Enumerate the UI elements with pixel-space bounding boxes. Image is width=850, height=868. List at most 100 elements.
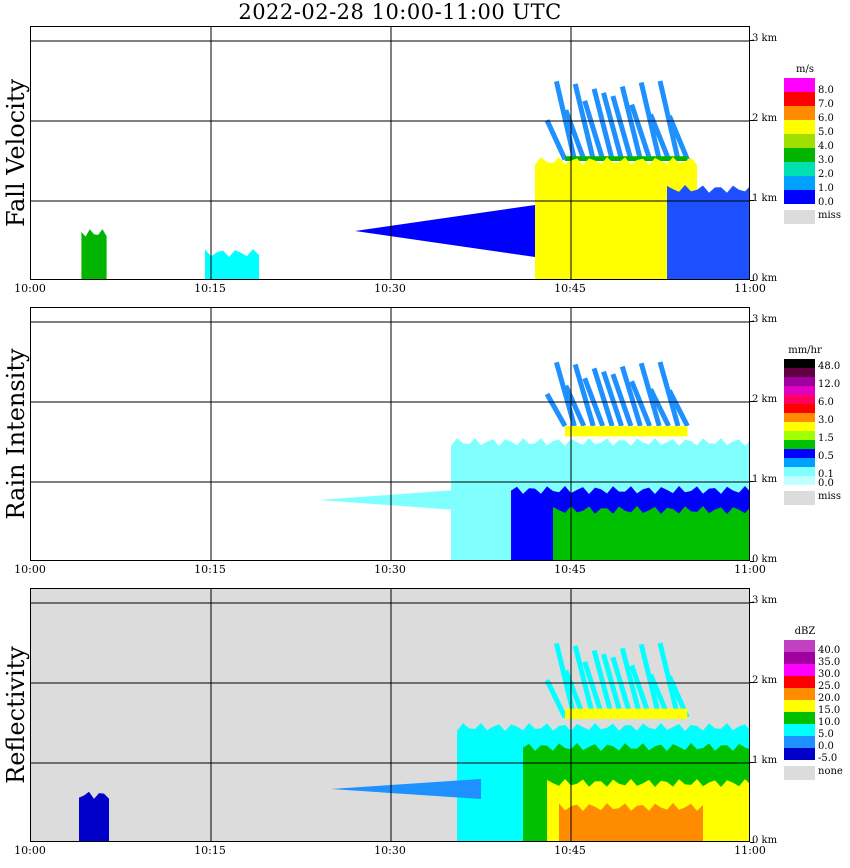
legend-value: 25.0 (818, 681, 841, 692)
legend-swatch (784, 724, 815, 736)
legend-swatch (784, 467, 815, 476)
x-tick-label: 10:45 (554, 563, 586, 576)
legend-swatch (784, 377, 815, 386)
legend-swatch (784, 92, 815, 106)
y-tick-mark (750, 401, 754, 402)
plot-area (30, 588, 750, 842)
legend-swatch (784, 422, 815, 431)
y-tick-label: 0 km (752, 273, 778, 284)
y-tick-mark (750, 120, 754, 121)
y-tick-mark (750, 200, 754, 201)
legend-value: 10.0 (818, 717, 841, 728)
legend-swatch (784, 476, 815, 485)
echo-feature-wedge (319, 486, 511, 514)
echo-feature-streaks (544, 80, 690, 161)
x-tick-label: 10:15 (194, 844, 226, 857)
fall-streak (572, 363, 596, 427)
x-tick-label: 10:00 (14, 844, 46, 857)
plot-area (30, 307, 750, 561)
legend-value: 48.0 (818, 361, 841, 372)
fall-streak (610, 656, 634, 719)
y-tick-mark (750, 280, 754, 281)
echo-feature-column (559, 803, 703, 841)
y-tick-mark (750, 481, 754, 482)
legend-value: 1.0 (818, 183, 834, 194)
legend-swatch (784, 368, 815, 377)
legend-swatch (784, 359, 815, 368)
legend-value: 20.0 (818, 693, 841, 704)
legend-unit: dBZ (794, 626, 816, 637)
x-tick-label: 10:00 (14, 282, 46, 295)
legend-value: 3.0 (818, 415, 834, 426)
echo-feature-wedge (331, 779, 481, 799)
legend-value: 0.0 (818, 478, 834, 489)
legend-swatch (784, 676, 815, 688)
legend-swatch (784, 395, 815, 404)
fall-streak (610, 95, 634, 161)
x-tick-label: 10:15 (194, 282, 226, 295)
echo-feature-wedge (355, 205, 535, 257)
legend-swatch (784, 176, 815, 190)
fall-streak (648, 113, 671, 161)
legend-swatch (784, 190, 815, 204)
y-axis-label: Fall Velocity (2, 78, 30, 228)
chart-title: 2022-02-28 10:00-11:00 UTC (238, 0, 562, 24)
x-tick-label: 10:45 (554, 844, 586, 857)
fall-streak (667, 114, 690, 161)
legend-missing-swatch (784, 766, 815, 780)
echo-feature-patch (81, 229, 107, 279)
legend-swatch (784, 688, 815, 700)
fall-streak (601, 92, 624, 161)
fall-streak (619, 85, 643, 160)
fall-streak (582, 100, 606, 161)
y-tick-mark (750, 321, 754, 322)
y-tick-label: 2 km (752, 113, 778, 124)
legend-swatch (784, 712, 815, 724)
fall-streak (563, 109, 587, 161)
legend-swatch (784, 386, 815, 395)
y-tick-label: 3 km (752, 33, 778, 44)
legend-swatch (784, 664, 815, 676)
legend-swatch (784, 748, 815, 760)
legend-value: 15.0 (818, 705, 841, 716)
heatmap-svg (31, 27, 749, 279)
grid-lines (31, 589, 749, 841)
y-axis-label: Rain Intensity (2, 348, 30, 520)
legend-value: 6.0 (818, 397, 834, 408)
y-tick-label: 1 km (752, 193, 778, 204)
fall-streak (544, 119, 568, 161)
fall-streak (667, 389, 690, 428)
y-tick-label: 0 km (752, 554, 778, 565)
x-tick-label: 11:00 (734, 282, 766, 295)
legend-missing-swatch (784, 491, 815, 505)
rain-intensity-panel: Rain Intensity 10:00 10:15 10:30 10:45 11:00 0… (0, 305, 850, 587)
legend-value: 6.0 (818, 113, 834, 124)
reflectivity-panel: Reflectivity 10:00 10:15 10:30 10:45 11:00 0 k… (0, 586, 850, 868)
legend-swatch (784, 134, 815, 148)
legend-missing-swatch (784, 210, 815, 224)
legend-swatch (784, 431, 815, 440)
y-tick-mark (750, 842, 754, 843)
legend-swatch (784, 120, 815, 134)
legend-value: 1.5 (818, 433, 834, 444)
fall-streak (563, 384, 587, 428)
legend-unit: mm/hr (788, 345, 822, 356)
y-tick-label: 0 km (752, 835, 778, 846)
x-tick-label: 10:30 (374, 282, 406, 295)
fall-streak (648, 388, 671, 428)
legend-value: 0.5 (818, 451, 834, 462)
fall-streak (591, 367, 615, 427)
x-tick-label: 10:30 (374, 563, 406, 576)
echo-feature-column (535, 157, 697, 279)
echo-feature-band (565, 426, 688, 437)
x-tick-label: 10:30 (374, 844, 406, 857)
x-tick-label: 11:00 (734, 844, 766, 857)
echo-feature-streaks (544, 361, 690, 428)
fall-streak (544, 679, 568, 719)
plot-area (30, 26, 750, 280)
legend-unit: m/s (796, 64, 814, 75)
heatmap-svg (31, 308, 749, 560)
legend-swatch (784, 148, 815, 162)
legend-swatch (784, 640, 815, 652)
y-tick-label: 1 km (752, 755, 778, 766)
